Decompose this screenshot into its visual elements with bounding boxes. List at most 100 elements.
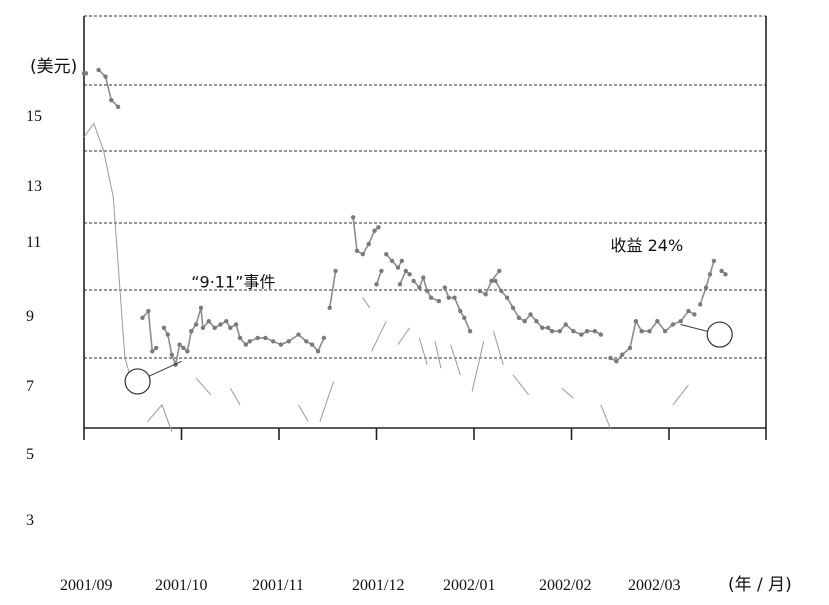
price-point bbox=[633, 319, 639, 324]
price-point bbox=[678, 319, 683, 324]
price-point bbox=[403, 268, 408, 274]
x-tick-label: 2002/02 bbox=[539, 577, 591, 594]
price-point bbox=[504, 295, 510, 300]
x-tick-label: 2001/12 bbox=[352, 577, 404, 594]
secondary-series-line bbox=[418, 337, 428, 365]
price-point bbox=[243, 342, 248, 347]
price-point bbox=[407, 272, 412, 277]
price-point bbox=[425, 288, 430, 294]
secondary-series-line bbox=[83, 122, 134, 385]
price-point bbox=[510, 305, 516, 310]
event-annotation: “9·11”事件 bbox=[191, 273, 275, 292]
price-point bbox=[165, 332, 170, 337]
price-point bbox=[185, 349, 190, 354]
secondary-series-line bbox=[147, 403, 173, 432]
secondary-series-line bbox=[471, 341, 485, 392]
grid-lines bbox=[84, 15, 766, 359]
price-point bbox=[620, 352, 625, 357]
secondary-series-line bbox=[450, 344, 461, 375]
price-point bbox=[436, 298, 442, 304]
x-tick-label: 2002/03 bbox=[628, 577, 680, 594]
price-point bbox=[516, 315, 522, 320]
price-point bbox=[497, 268, 502, 274]
price-point bbox=[698, 302, 703, 307]
price-point bbox=[372, 228, 377, 233]
price-point bbox=[598, 332, 603, 337]
price-point bbox=[146, 308, 151, 314]
price-series-line bbox=[385, 253, 403, 269]
x-tick-label: 2001/11 bbox=[252, 577, 304, 594]
y-tick-label: 13 bbox=[26, 178, 42, 195]
price-point bbox=[489, 278, 494, 284]
price-point bbox=[193, 322, 199, 327]
return-annotation: 收益 24% bbox=[611, 236, 684, 255]
price-point bbox=[286, 339, 291, 344]
price-point bbox=[703, 285, 709, 290]
x-tick-marks bbox=[83, 428, 670, 440]
secondary-series-line bbox=[298, 404, 309, 422]
price-point bbox=[639, 329, 644, 334]
secondary-series-line bbox=[362, 297, 371, 309]
y-tick-label: 7 bbox=[26, 378, 34, 395]
price-point bbox=[719, 268, 724, 274]
price-point bbox=[614, 359, 619, 364]
x-axis-unit-label: (年 / 月) bbox=[728, 575, 792, 595]
price-series-line bbox=[98, 69, 119, 108]
price-point bbox=[686, 308, 691, 314]
highlight-circle bbox=[706, 321, 733, 348]
price-point bbox=[109, 97, 114, 103]
price-point bbox=[662, 329, 668, 334]
secondary-series-line bbox=[493, 331, 504, 365]
price-point bbox=[233, 322, 239, 327]
price-point bbox=[212, 325, 217, 330]
price-point bbox=[321, 335, 327, 341]
price-series-line bbox=[141, 309, 157, 353]
price-point bbox=[150, 349, 155, 354]
y-tick-label: 11 bbox=[26, 234, 41, 251]
secondary-series-line bbox=[371, 320, 387, 352]
price-point bbox=[237, 335, 243, 341]
price-point bbox=[528, 312, 533, 317]
price-point bbox=[499, 288, 504, 294]
price-point bbox=[549, 329, 555, 334]
price-point bbox=[627, 345, 633, 351]
x-tick-labels: 2001/09 2001/10 2001/11 2001/12 2002/01 2002/… bbox=[60, 577, 680, 594]
price-point bbox=[200, 325, 206, 330]
y-tick-label: 9 bbox=[26, 308, 34, 325]
price-point bbox=[177, 342, 182, 347]
price-point bbox=[608, 355, 613, 361]
price-point bbox=[115, 104, 121, 110]
price-point bbox=[379, 268, 384, 274]
price-point bbox=[140, 315, 145, 320]
price-point bbox=[707, 272, 713, 277]
price-point bbox=[483, 292, 488, 297]
price-point bbox=[692, 312, 697, 317]
price-series-line bbox=[328, 270, 337, 308]
price-point bbox=[83, 71, 89, 76]
price-point bbox=[397, 282, 403, 287]
price-point bbox=[446, 295, 451, 300]
price-point bbox=[206, 319, 211, 324]
price-point bbox=[467, 329, 473, 334]
price-point bbox=[493, 278, 498, 284]
price-point bbox=[584, 329, 590, 334]
price-point bbox=[395, 265, 401, 270]
secondary-series-line bbox=[434, 341, 442, 369]
secondary-series-line bbox=[600, 404, 611, 429]
price-point bbox=[247, 339, 252, 344]
price-point bbox=[374, 282, 379, 287]
price-point bbox=[263, 335, 268, 341]
price-point bbox=[399, 258, 404, 264]
price-point bbox=[458, 308, 463, 314]
y-tick-labels: 15 13 11 9 7 5 3 bbox=[26, 108, 42, 529]
price-point bbox=[389, 258, 395, 264]
price-point bbox=[723, 272, 728, 277]
price-point bbox=[384, 252, 389, 257]
price-point bbox=[315, 349, 321, 354]
price-point bbox=[522, 319, 527, 324]
price-point bbox=[366, 241, 371, 247]
price-series-line bbox=[699, 260, 715, 305]
price-point bbox=[224, 319, 229, 324]
price-point bbox=[557, 329, 562, 334]
